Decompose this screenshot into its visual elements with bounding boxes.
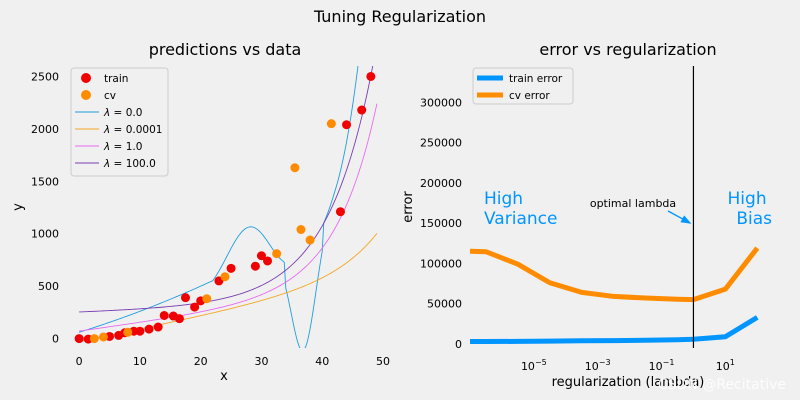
left-y-tick-label: 1000 [31,228,59,241]
left-y-axis-label: y [11,203,26,211]
right-y-tick-label: 300000 [420,96,462,109]
left-x-tick-label: 50 [376,355,390,368]
left-legend-box [70,67,169,177]
right-chart-title: error vs regularization [539,40,716,59]
fit-line-lambda-1.0 [79,103,378,332]
left-chart-title: predictions vs data [149,40,302,59]
right-x-tick-label: 101 [716,358,735,373]
right-legend: train error cv error [472,67,574,105]
right-x-tick-label: 10−3 [585,358,611,373]
right-y-ticks: 0 50000 100000 150000 200000 250000 300000 [420,96,462,351]
left-data-points [74,71,376,344]
train-point [153,322,163,332]
left-y-tick-label: 0 [52,333,59,346]
left-legend: train cv λ = 0.0 λ = 0.0001 λ = 1.0 λ = … [70,67,169,177]
right-y-tick-label: 50000 [427,298,462,311]
train-point [256,251,266,261]
cv-point [89,334,99,344]
optimal-lambda-label: optimal lambda [590,197,676,210]
right-chart: error vs regularization 0 50000 100000 1500… [401,40,786,390]
left-x-tick-label: 40 [315,355,329,368]
cv-point [220,272,230,282]
cv-point [296,225,306,235]
left-x-tick-label: 30 [254,355,268,368]
left-chart: predictions vs data 05001000150020002500… [11,40,390,384]
left-x-tick-label: 0 [76,355,83,368]
high-bias-line-1: High [728,189,767,209]
left-y-tick-label: 2000 [31,123,59,136]
train-point [335,207,345,217]
cv-point [98,332,108,342]
train-point [263,256,273,266]
train-point [181,293,190,303]
right-x-tick-label: 10−5 [521,358,547,373]
right-error-lines [470,246,760,345]
watermark: CSDN @Recitative [658,377,786,393]
train-point [250,261,260,271]
cv-point [290,163,300,173]
right-x-tick-label: 10−1 [649,358,675,373]
optimal-lambda-arrow [667,210,692,224]
figure-suptitle: Tuning Regularization [313,7,486,26]
left-x-ticks: 0 10 20 30 40 50 [76,355,390,368]
right-y-tick-label: 100000 [420,257,462,270]
right-y-axis-label: error [401,191,416,223]
legend-label-train-error: train error [509,73,563,85]
left-x-tick-label: 10 [133,355,147,368]
left-y-ticks: 0 500 1000 1500 2000 2500 [31,70,59,345]
fit-line-lambda-0 [79,66,359,348]
train-point [226,263,236,273]
high-variance-line-2: Variance [484,209,557,229]
cv-point [272,249,282,259]
cv-point [305,235,315,245]
cv-point [326,119,336,129]
high-variance-line-1: High [484,189,523,209]
train-point [159,311,169,321]
train-error-line [470,315,759,345]
train-point [342,120,352,130]
legend-label-cv-error: cv error [509,90,550,102]
right-x-ticks: 10−5 10−3 10−1 101 [521,358,735,373]
left-x-axis-label: x [220,369,228,384]
legend-label-lambda-1: λ = 1.0 [103,141,142,153]
train-point [357,105,367,115]
high-variance-label: High Variance [484,189,557,229]
legend-label-train: train [104,73,128,85]
high-bias-label: High Bias [728,189,773,229]
train-point [74,334,84,344]
train-point [174,314,184,324]
train-point [135,326,145,336]
train-point [190,302,200,312]
right-y-tick-label: 150000 [420,217,462,230]
train-point [366,71,376,81]
right-y-tick-label: 0 [455,338,462,351]
high-bias-line-2: Bias [736,209,772,229]
legend-marker-train [81,73,91,83]
legend-label-lambda-0: λ = 0.0 [103,107,142,119]
left-y-tick-label: 1500 [31,175,59,188]
legend-marker-cv [81,90,91,100]
right-x-axis-label: regularization (lambda) [552,375,705,390]
right-y-tick-label: 250000 [420,137,462,150]
right-plot-area [470,66,786,348]
legend-label-lambda-0.0001: λ = 0.0001 [103,124,162,136]
left-y-tick-label: 500 [38,280,59,293]
legend-label-lambda-100: λ = 100.0 [103,158,156,170]
fit-line-lambda-100.0 [79,66,374,313]
train-point [144,324,154,334]
cv-point [123,327,133,337]
left-y-tick-label: 2500 [31,70,59,83]
legend-label-cv: cv [104,90,116,102]
left-x-tick-label: 20 [194,355,208,368]
right-y-tick-label: 200000 [420,177,462,190]
cv-error-line [470,246,760,303]
cv-point [202,294,212,304]
